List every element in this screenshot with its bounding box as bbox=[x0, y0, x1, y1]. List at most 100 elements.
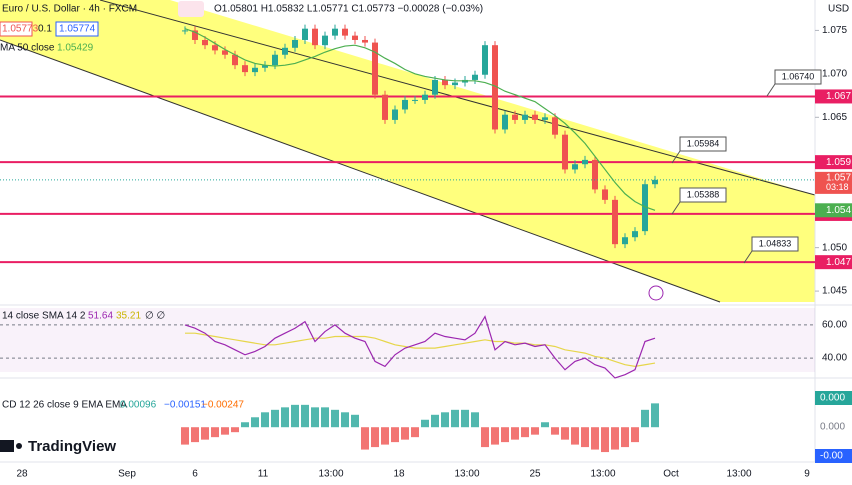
macd-bar bbox=[231, 427, 239, 433]
alert-icon[interactable] bbox=[648, 285, 664, 301]
callout-label: 1.05388 bbox=[687, 189, 720, 199]
macd-bar bbox=[301, 404, 309, 428]
x-tick-label: Sep bbox=[118, 469, 136, 480]
rsi-sma-value: 35.21 bbox=[116, 311, 141, 322]
channel-fill bbox=[0, 0, 815, 302]
candle bbox=[352, 35, 358, 40]
macd-axis-hist: 0.000 bbox=[820, 393, 845, 404]
macd-bar bbox=[371, 427, 379, 448]
macd-bar bbox=[541, 422, 549, 428]
macd-label: CD 12 26 close 9 EMA EMA bbox=[2, 400, 127, 411]
macd-bar bbox=[591, 427, 599, 450]
candle bbox=[362, 39, 368, 43]
callout-label: 1.05984 bbox=[687, 138, 720, 148]
bid: 1.05773 bbox=[2, 24, 39, 35]
macd-bar bbox=[351, 414, 359, 428]
candle bbox=[632, 231, 638, 238]
x-tick-label: Oct bbox=[663, 469, 679, 480]
macd-bar bbox=[201, 427, 209, 440]
macd-bar bbox=[211, 427, 219, 438]
callout-pointer bbox=[743, 250, 753, 264]
macd-bar bbox=[261, 412, 269, 428]
candle bbox=[302, 28, 308, 40]
candle bbox=[502, 114, 508, 130]
macd-bar bbox=[181, 427, 189, 445]
macd-bar bbox=[581, 427, 589, 448]
countdown: 03:18 bbox=[826, 182, 849, 192]
macd-bar bbox=[601, 427, 609, 453]
y-tick-label: 1.075 bbox=[822, 25, 847, 36]
candle bbox=[482, 45, 488, 75]
ma-axis-box bbox=[815, 203, 852, 218]
candle bbox=[582, 159, 588, 165]
macd-signal-value: −0.00247 bbox=[202, 400, 244, 411]
level-axis-label: 1.059 bbox=[826, 157, 851, 168]
candle bbox=[202, 39, 208, 46]
callout-pointer bbox=[671, 150, 681, 164]
candle bbox=[232, 54, 238, 66]
macd-bar bbox=[291, 404, 299, 428]
ask: 1.05774 bbox=[59, 24, 96, 35]
candle bbox=[492, 45, 498, 130]
candle bbox=[562, 134, 568, 170]
candle bbox=[392, 109, 398, 120]
rsi-line bbox=[184, 315, 656, 379]
x-tick-label: 6 bbox=[192, 469, 198, 480]
macd-bar bbox=[471, 412, 479, 428]
currency: USD bbox=[828, 4, 849, 15]
price-box bbox=[815, 171, 852, 194]
candle bbox=[402, 99, 408, 110]
ohlc: O1.05801 H1.05832 L1.05771 C1.05773 −0.0… bbox=[214, 4, 483, 15]
candle bbox=[612, 199, 618, 245]
candle bbox=[312, 28, 318, 46]
candle bbox=[262, 65, 268, 68]
macd-bar bbox=[271, 409, 279, 428]
macd-bar bbox=[561, 427, 569, 440]
logo-mark bbox=[16, 443, 22, 449]
macd-bar bbox=[491, 427, 499, 445]
rsi-extra: ∅ ∅ bbox=[145, 311, 165, 322]
candle bbox=[252, 67, 258, 73]
candle bbox=[652, 179, 658, 185]
macd-bar bbox=[521, 427, 529, 438]
channel-lower bbox=[0, 39, 721, 303]
spread: 0.1 bbox=[38, 24, 52, 35]
button[interactable] bbox=[178, 1, 204, 17]
rsi-value: 51.64 bbox=[88, 311, 113, 322]
macd-bar bbox=[281, 407, 289, 428]
macd-bar bbox=[381, 427, 389, 445]
chart-title: Euro / U.S. Dollar · 4h · FXCM bbox=[2, 4, 137, 15]
level-axis-box bbox=[815, 155, 852, 170]
candle bbox=[272, 54, 278, 66]
rsi-band bbox=[0, 308, 815, 372]
candle bbox=[642, 184, 648, 232]
macd-bar bbox=[321, 407, 329, 428]
macd-bar bbox=[641, 409, 649, 428]
callout-label: 1.06740 bbox=[782, 71, 815, 81]
y-tick-label: 1.065 bbox=[822, 112, 847, 123]
price-label: 1.057 bbox=[826, 173, 851, 184]
macd-axis-zero: 0.000 bbox=[820, 422, 845, 433]
macd-bar bbox=[651, 403, 659, 428]
x-tick-label: 13:00 bbox=[590, 469, 615, 480]
ask-box[interactable] bbox=[55, 21, 99, 37]
macd-bar bbox=[531, 427, 539, 435]
candle bbox=[422, 94, 428, 100]
y-tick-label: 1.050 bbox=[822, 242, 847, 253]
axis-box bbox=[815, 449, 852, 463]
candle bbox=[442, 79, 448, 86]
callout-box bbox=[679, 187, 727, 203]
bid-box[interactable] bbox=[0, 21, 33, 37]
level-axis-label: 1.047 bbox=[826, 257, 851, 268]
candle bbox=[472, 74, 478, 80]
macd-bar bbox=[191, 427, 199, 443]
callout-pointer bbox=[766, 83, 776, 97]
macd-bar bbox=[411, 427, 419, 438]
candle bbox=[332, 28, 338, 36]
level-axis-label: 1.067 bbox=[826, 91, 851, 102]
x-tick-label: 13:00 bbox=[318, 469, 343, 480]
candle bbox=[522, 114, 528, 120]
candle bbox=[572, 164, 578, 170]
macd-bar bbox=[511, 427, 519, 440]
